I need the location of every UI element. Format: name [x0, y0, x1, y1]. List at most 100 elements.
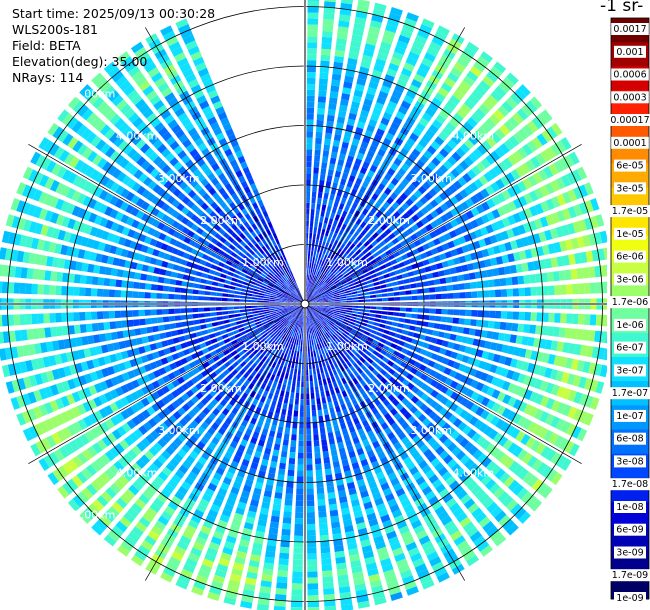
range-gate	[434, 30, 448, 42]
range-gate	[334, 299, 341, 302]
range-gate	[381, 288, 388, 293]
range-gate	[364, 43, 376, 52]
range-gate	[369, 313, 376, 318]
range-gate	[355, 83, 365, 92]
range-gate	[199, 342, 207, 349]
range-gate	[425, 107, 436, 118]
range-gate	[395, 256, 403, 263]
range-gate	[306, 185, 311, 192]
range-gate	[324, 325, 330, 331]
range-gate	[422, 321, 429, 327]
range-gate	[374, 318, 381, 323]
range-gate	[170, 426, 180, 436]
range-gate	[328, 308, 335, 312]
range-gate	[280, 352, 285, 359]
range-gate	[320, 292, 327, 296]
range-gate	[595, 314, 603, 326]
range-gate	[245, 308, 252, 312]
range-gate	[471, 310, 478, 317]
range-gate	[179, 535, 192, 546]
range-gate	[440, 515, 453, 526]
range-gate	[566, 284, 573, 295]
range-gate	[89, 251, 97, 262]
range-gate	[132, 310, 139, 317]
range-gate	[81, 262, 89, 272]
range-gate	[421, 579, 435, 590]
range-gate	[434, 372, 443, 381]
range-gate	[141, 409, 151, 419]
range-gate	[435, 217, 444, 226]
range-gate	[320, 266, 325, 273]
range-gate	[123, 238, 132, 248]
range-gate	[333, 176, 340, 184]
range-gate	[281, 300, 288, 303]
range-gate	[306, 482, 314, 489]
range-gate	[459, 545, 473, 557]
range-gate	[392, 371, 401, 379]
range-gate	[95, 345, 103, 355]
range-gate	[172, 264, 180, 271]
range-gate	[71, 190, 81, 202]
range-gate	[387, 431, 396, 441]
range-gate	[582, 361, 591, 374]
range-gate	[465, 291, 472, 299]
range-gate	[310, 314, 314, 321]
range-gate	[401, 272, 409, 279]
range-gate	[143, 344, 152, 353]
range-gate	[262, 496, 271, 504]
range-gate	[293, 305, 300, 307]
range-gate	[525, 436, 536, 449]
range-gate	[516, 108, 529, 121]
range-gate	[390, 436, 399, 446]
range-gate	[358, 328, 365, 333]
range-gate	[347, 323, 354, 328]
range-gate	[476, 126, 488, 138]
range-gate	[60, 244, 68, 256]
range-gate	[311, 313, 316, 319]
range-gate	[335, 322, 341, 327]
range-gate	[73, 324, 81, 334]
range-gate	[380, 369, 388, 376]
range-gate	[463, 98, 476, 110]
range-gate	[156, 493, 168, 504]
range-gate	[315, 308, 322, 312]
range-gate	[429, 230, 438, 239]
range-gate	[42, 240, 51, 252]
range-gate	[152, 325, 159, 333]
range-gate	[218, 340, 225, 347]
range-gate	[330, 151, 338, 159]
range-gate	[257, 344, 264, 351]
range-gate	[583, 182, 594, 196]
range-gate	[69, 260, 77, 271]
range-gate	[478, 422, 489, 433]
range-gate	[439, 434, 449, 444]
range-gate	[252, 274, 259, 280]
range-gate	[310, 287, 314, 294]
range-gate	[51, 340, 60, 351]
range-gate	[38, 458, 50, 471]
range-gate	[346, 360, 352, 368]
range-gate	[257, 307, 264, 311]
range-gate	[51, 432, 62, 445]
range-gate	[366, 357, 374, 364]
range-gate	[212, 246, 220, 253]
range-gate	[292, 312, 298, 318]
range-gate	[291, 331, 296, 338]
range-gate	[472, 358, 481, 368]
range-gate	[222, 476, 232, 486]
range-gate	[276, 321, 282, 327]
range-gate	[226, 497, 236, 506]
range-gate	[69, 337, 77, 348]
range-gate	[22, 251, 31, 264]
range-gate	[306, 125, 314, 132]
range-gate	[423, 287, 430, 294]
range-gate	[173, 437, 183, 447]
range-gate	[114, 310, 122, 319]
range-gate	[576, 268, 584, 279]
range-gate	[336, 32, 348, 40]
range-gate	[191, 586, 204, 596]
range-gate	[79, 312, 86, 321]
range-gate	[573, 391, 583, 404]
range-gate	[355, 382, 362, 390]
range-gate	[295, 307, 301, 312]
